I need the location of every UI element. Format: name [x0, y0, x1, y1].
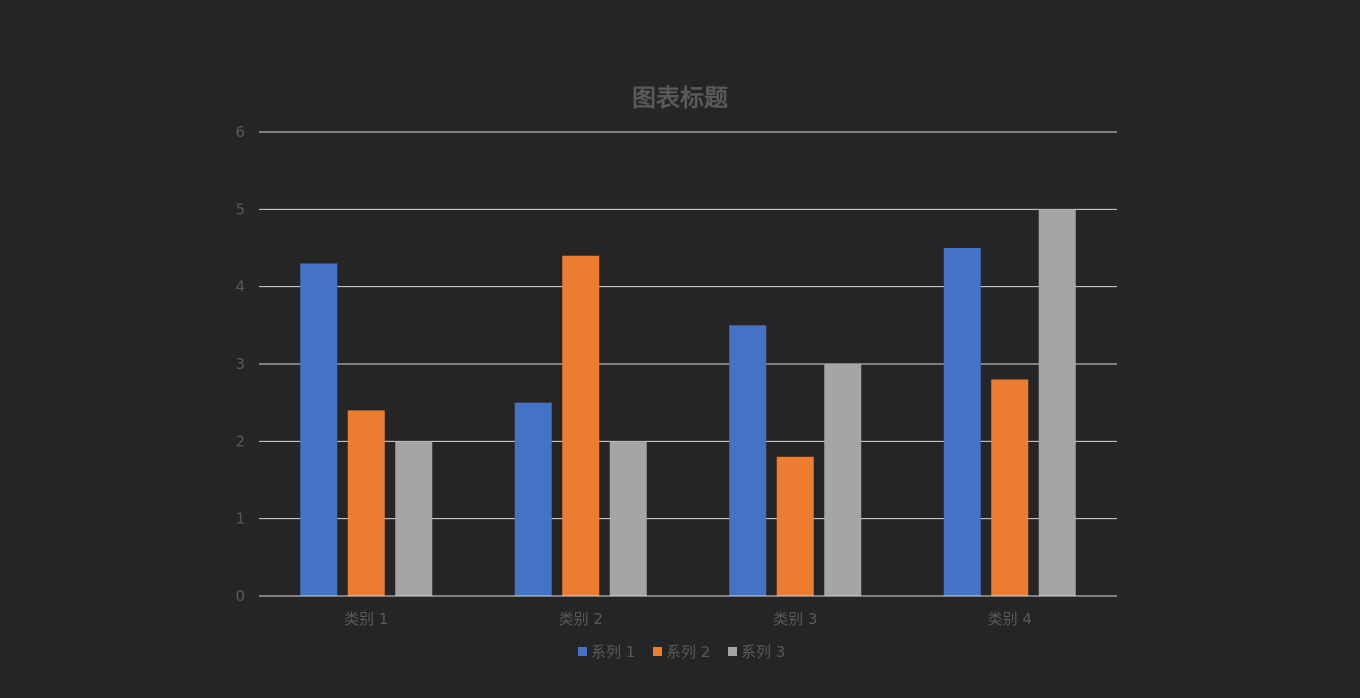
legend-swatch — [578, 647, 587, 656]
x-tick-label: 类别 2 — [559, 610, 603, 628]
gridlines — [259, 131, 1117, 520]
bar-series-3-category-3 — [824, 364, 862, 596]
y-tick-label: 3 — [235, 355, 245, 373]
chart-title: 图表标题 — [632, 84, 728, 112]
y-tick-label: 4 — [235, 278, 245, 296]
bar-series-2-category-1 — [347, 410, 385, 596]
bar-series-2-category-3 — [776, 456, 814, 596]
x-tick-label: 类别 4 — [988, 610, 1032, 628]
bar-series-3-category-1 — [395, 441, 433, 596]
x-tick-label: 类别 1 — [344, 610, 388, 628]
legend: 系列 1 系列 2 系列 3 — [578, 643, 785, 661]
y-tick-label: 1 — [235, 510, 245, 528]
bar-series-3-category-2 — [609, 441, 647, 596]
y-tick-label: 2 — [235, 432, 245, 450]
legend-label: 系列 2 — [666, 643, 710, 661]
y-axis-tick-labels: 0 1 2 3 4 5 6 — [235, 123, 245, 605]
y-tick-label: 0 — [235, 587, 245, 605]
bar-series-2-category-4 — [991, 379, 1029, 596]
legend-swatch — [728, 647, 737, 656]
bar-series-1-category-1 — [300, 263, 338, 596]
legend-label: 系列 3 — [741, 643, 785, 661]
bar-series-1-category-2 — [514, 402, 552, 596]
bar-series-2-category-2 — [562, 255, 600, 596]
bars — [300, 209, 1076, 597]
bar-series-1-category-3 — [729, 325, 767, 596]
y-tick-label: 6 — [235, 123, 245, 141]
x-axis-tick-labels: 类别 1 类别 2 类别 3 类别 4 — [344, 610, 1032, 628]
bar-series-1-category-4 — [943, 248, 981, 596]
y-tick-label: 5 — [235, 200, 245, 218]
legend-label: 系列 1 — [591, 643, 635, 661]
legend-swatch — [653, 647, 662, 656]
bar-series-3-category-4 — [1038, 209, 1076, 597]
x-tick-label: 类别 3 — [773, 610, 817, 628]
